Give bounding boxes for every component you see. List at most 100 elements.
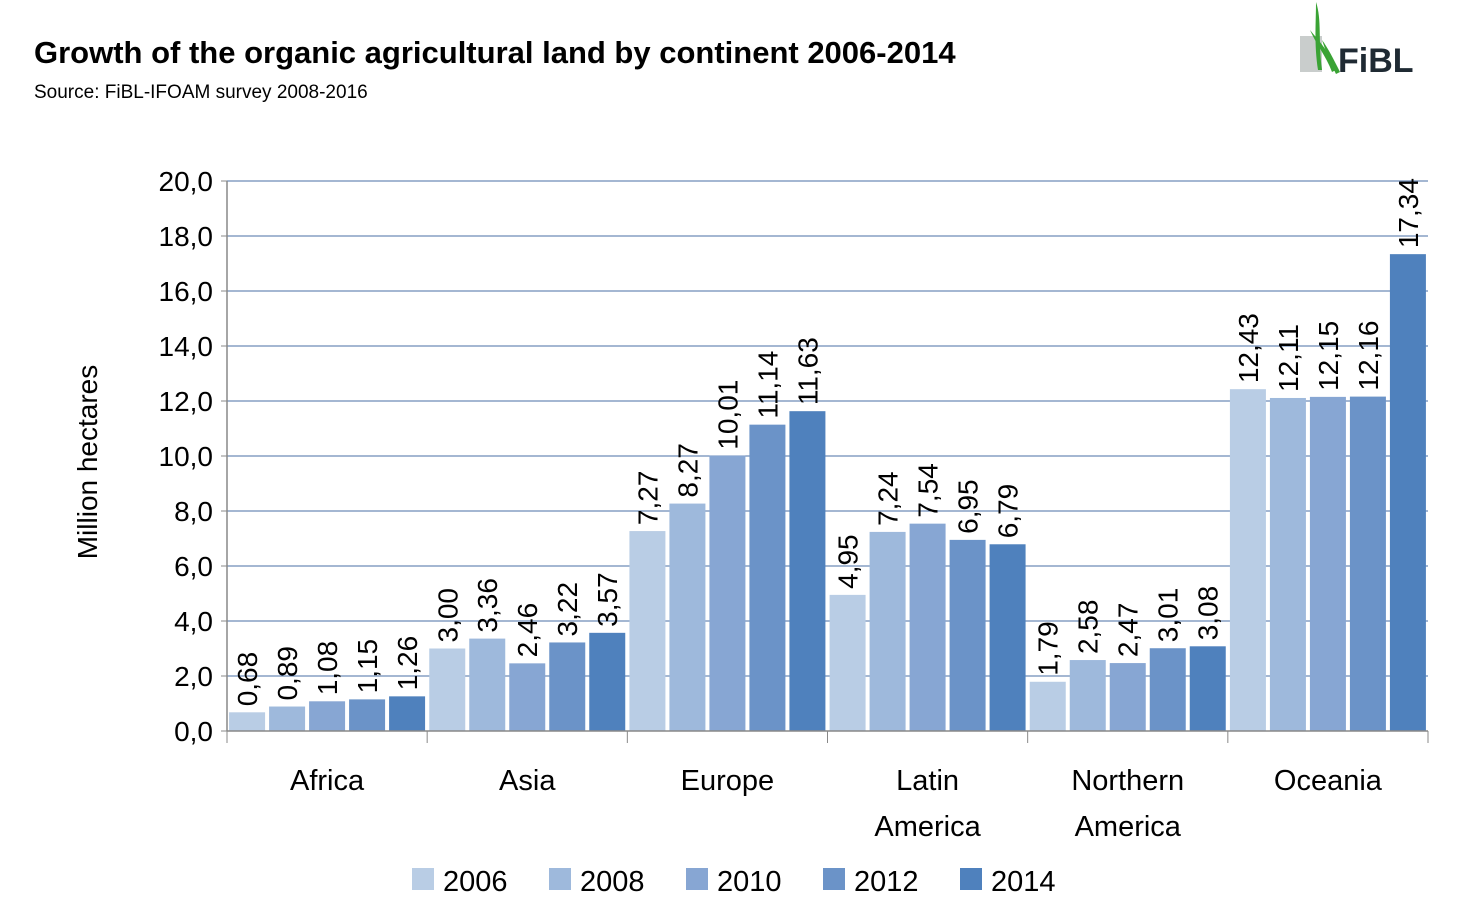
y-axis-title: Million hectares — [72, 365, 103, 560]
bar-2014 — [589, 632, 626, 731]
fibl-logo-text: FiBL — [1338, 42, 1414, 80]
category-label: Oceania — [1274, 765, 1383, 797]
data-label: 12,16 — [1353, 321, 1384, 391]
legend-item-2006: 2006 — [412, 866, 508, 898]
legend: 2006 2008 2010 2012 2014 — [412, 866, 1056, 898]
fibl-leaf-icon — [1300, 2, 1340, 74]
legend-swatch — [960, 868, 982, 890]
legend-swatch — [823, 868, 845, 890]
bar-2012 — [1349, 396, 1386, 731]
bar-2010 — [709, 455, 746, 731]
data-label: 3,57 — [592, 572, 623, 627]
y-tick-label: 6,0 — [174, 551, 213, 582]
bar-2008 — [669, 503, 706, 731]
bar-2012 — [949, 539, 986, 731]
category-label: America — [874, 811, 981, 843]
legend-label: 2014 — [991, 866, 1056, 898]
data-label: 12,15 — [1313, 321, 1344, 391]
bar-2006 — [429, 648, 466, 731]
y-tick-label: 20,0 — [159, 166, 214, 197]
data-label: 11,63 — [792, 337, 823, 405]
y-tick-label: 10,0 — [159, 441, 214, 472]
bar-2006 — [629, 531, 666, 731]
data-label: 12,43 — [1233, 313, 1264, 383]
data-labels: 0,68 0,89 1,08 1,15 1,26 3,00 3,36 2,46 3,22 3,57… — [232, 178, 1424, 706]
bars — [229, 254, 1426, 731]
bar-2014 — [1189, 646, 1226, 731]
data-label: 0,68 — [232, 652, 263, 707]
data-label: 6,79 — [993, 484, 1024, 538]
bar-2008 — [469, 638, 506, 731]
legend-swatch — [686, 868, 708, 890]
data-label: 2,46 — [512, 603, 543, 658]
bar-2008 — [1069, 660, 1106, 731]
data-label: 8,27 — [672, 443, 703, 498]
fibl-logo: FiBL — [1300, 2, 1414, 80]
data-label: 1,08 — [312, 641, 343, 696]
data-label: 11,14 — [752, 351, 783, 419]
legend-label: 2010 — [717, 866, 782, 898]
bar-2010 — [509, 663, 546, 731]
gridlines — [227, 180, 1428, 677]
bar-2006 — [229, 712, 266, 731]
y-tick-label: 16,0 — [159, 276, 214, 307]
y-tick-label: 8,0 — [174, 496, 213, 527]
bar-2012 — [349, 699, 386, 731]
legend-label: 2008 — [580, 866, 645, 898]
bar-2012 — [549, 642, 586, 731]
bar-2006 — [829, 594, 866, 731]
legend-item-2008: 2008 — [549, 866, 645, 898]
legend-label: 2006 — [443, 866, 508, 898]
data-label: 3,22 — [552, 582, 583, 637]
data-label: 12,11 — [1273, 324, 1304, 392]
bar-2014 — [989, 544, 1026, 731]
bar-2010 — [309, 701, 346, 731]
data-label: 7,27 — [632, 471, 663, 526]
legend-swatch — [549, 868, 571, 890]
data-label: 10,01 — [712, 380, 743, 450]
data-label: 3,01 — [1153, 588, 1184, 643]
bar-2012 — [1149, 648, 1186, 731]
bar-2008 — [269, 706, 306, 731]
category-label: Asia — [499, 765, 556, 797]
bar-2014 — [389, 696, 426, 731]
bar-2010 — [909, 523, 946, 731]
bar-2008 — [869, 531, 906, 731]
axes: 0,0 2,0 4,0 6,0 8,0 10,0 12,0 14,0 16,0 18,0 20,0 A… — [159, 166, 1429, 843]
chart-source: Source: FiBL-IFOAM survey 2008-2016 — [34, 82, 368, 103]
data-label: 4,95 — [833, 534, 864, 589]
data-label: 7,54 — [913, 463, 944, 518]
bar-2010 — [1109, 663, 1146, 731]
data-label: 1,79 — [1033, 621, 1064, 676]
legend-label: 2012 — [854, 866, 919, 898]
y-tick-label: 2,0 — [174, 661, 213, 692]
bar-2012 — [749, 424, 786, 731]
bar-2006 — [1029, 681, 1066, 731]
chart-title: Growth of the organic agricultural land … — [34, 35, 956, 70]
category-label: Europe — [681, 765, 775, 797]
legend-swatch — [412, 868, 434, 890]
bar-2006 — [1229, 389, 1266, 731]
data-label: 7,24 — [873, 471, 904, 526]
bar-2010 — [1309, 396, 1346, 731]
y-tick-label: 18,0 — [159, 221, 214, 252]
category-label: Africa — [290, 765, 365, 797]
category-label: Northern — [1071, 765, 1184, 797]
data-label: 3,00 — [432, 588, 463, 643]
y-tick-label: 12,0 — [159, 386, 214, 417]
data-label: 1,26 — [392, 636, 423, 691]
bar-2014 — [789, 411, 826, 731]
data-label: 3,08 — [1193, 586, 1224, 641]
data-label: 1,15 — [352, 639, 383, 694]
legend-item-2012: 2012 — [823, 866, 919, 898]
category-label: America — [1075, 811, 1182, 843]
bar-2008 — [1269, 397, 1306, 731]
y-tick-label: 0,0 — [174, 716, 213, 747]
bar-2014 — [1389, 254, 1426, 731]
data-label: 2,47 — [1113, 603, 1144, 658]
category-label: Latin — [896, 765, 959, 797]
legend-item-2014: 2014 — [960, 866, 1056, 898]
data-label: 3,36 — [472, 578, 503, 633]
legend-item-2010: 2010 — [686, 866, 782, 898]
